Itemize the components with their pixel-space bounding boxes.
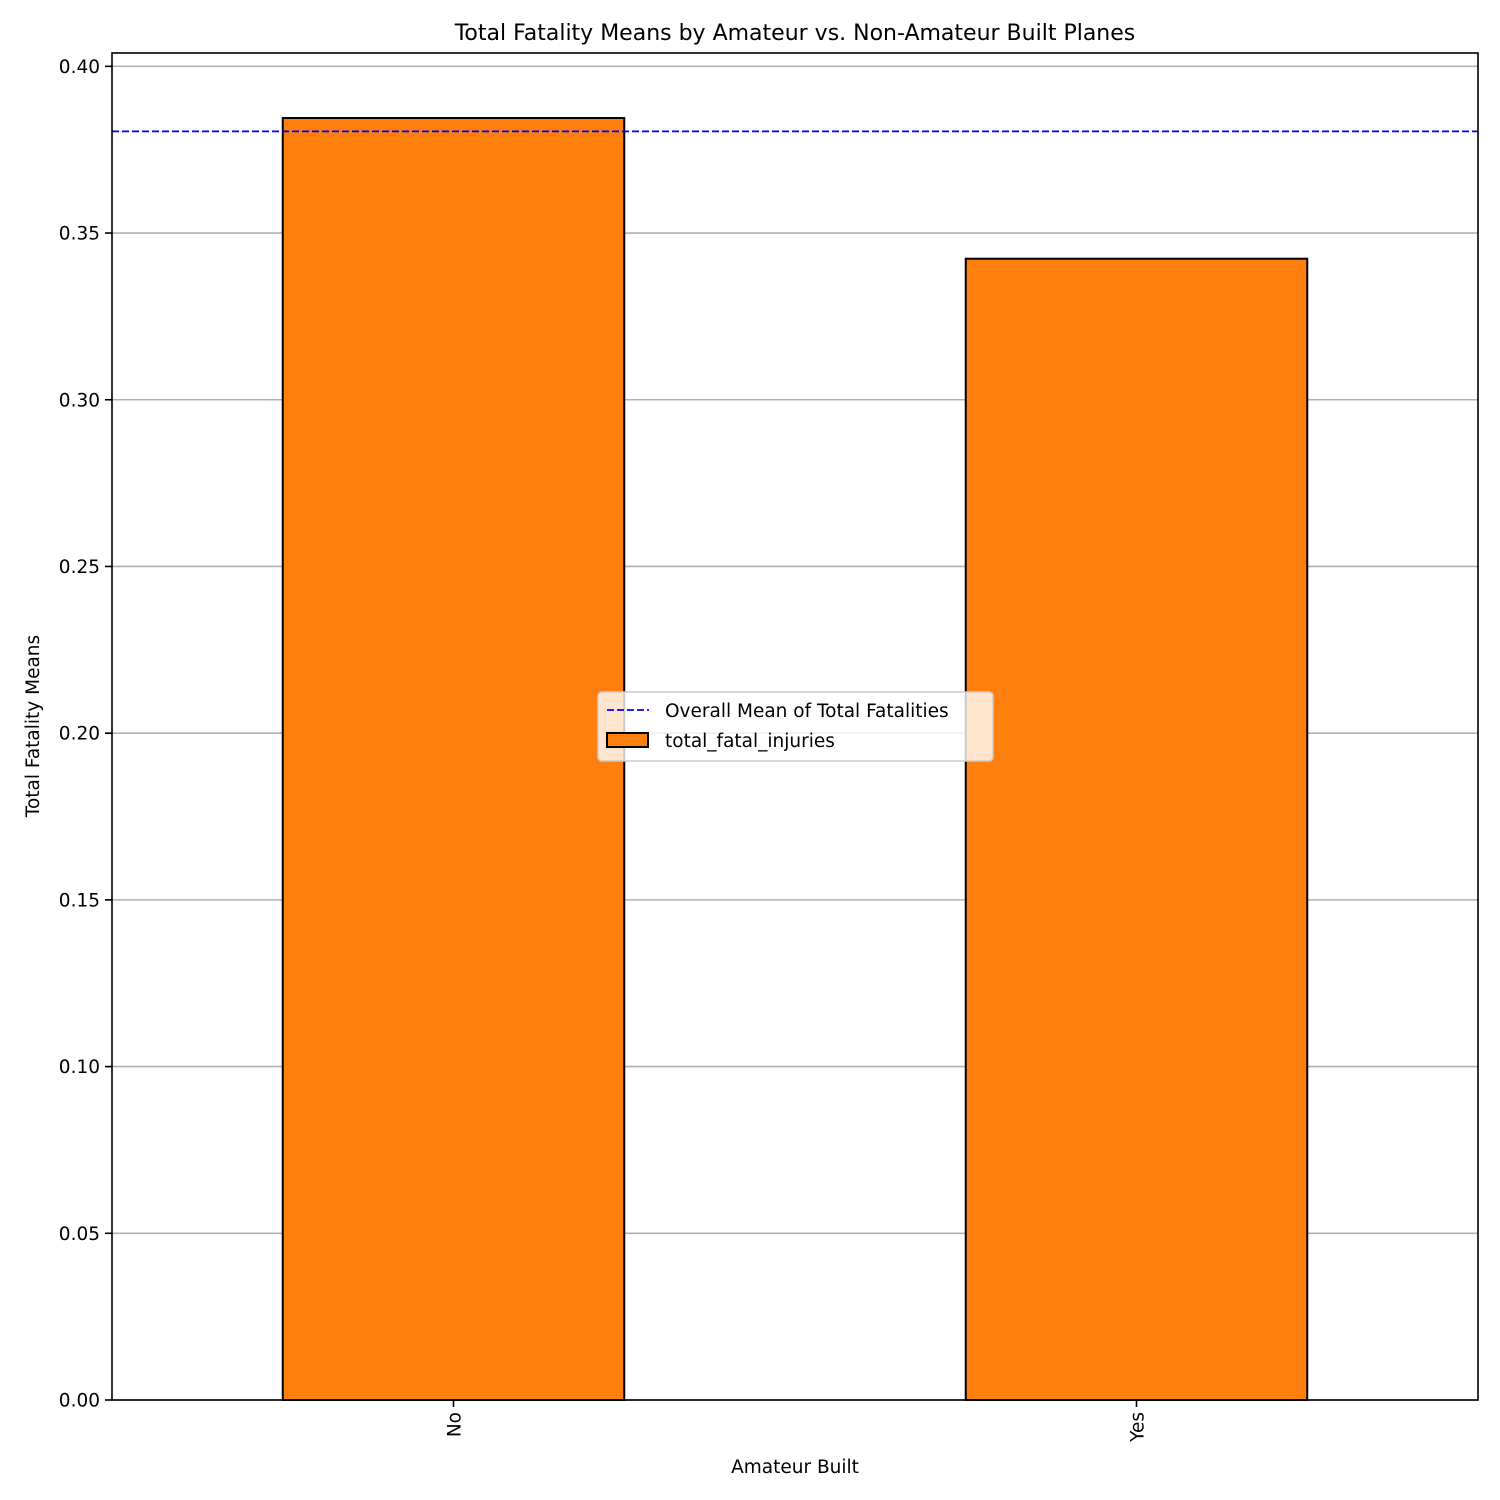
- x-tick-label: Yes: [1128, 1412, 1149, 1443]
- y-tick-label: 0.35: [59, 224, 100, 245]
- y-axis: 0.00 0.05 0.10 0.15 0.20 0.25 0.30 0.35 0.40: [59, 57, 112, 1412]
- bar-no: [281, 117, 626, 1401]
- plot-frame: [111, 52, 1479, 1401]
- y-tick-label: 0.25: [59, 557, 100, 578]
- legend: Overall Mean of Total Fatalities total_fa…: [597, 691, 994, 762]
- x-axis: No Yes: [445, 1400, 1149, 1443]
- y-tick-label: 0.15: [59, 890, 100, 911]
- y-tick-label: 0.10: [59, 1057, 100, 1078]
- legend-box: [597, 691, 994, 762]
- y-tick-label: 0.05: [59, 1224, 100, 1245]
- y-tick-label: 0.00: [59, 1391, 100, 1412]
- legend-bar-swatch: [606, 732, 649, 748]
- chart-title: Total Fatality Means by Amateur vs. Non-…: [454, 21, 1136, 46]
- x-tick-label: No: [445, 1412, 466, 1437]
- y-tick-label: 0.40: [59, 57, 100, 78]
- x-axis-title: Amateur Built: [731, 1457, 859, 1478]
- legend-label-series: total_fatal_injuries: [665, 731, 835, 752]
- bars: [281, 117, 1309, 1402]
- bar-yes: [964, 257, 1309, 1402]
- legend-label-overall-mean: Overall Mean of Total Fatalities: [665, 701, 949, 722]
- y-axis-title: Total Fatality Means: [23, 635, 44, 818]
- y-tick-label: 0.20: [59, 724, 100, 745]
- y-tick-label: 0.30: [59, 390, 100, 411]
